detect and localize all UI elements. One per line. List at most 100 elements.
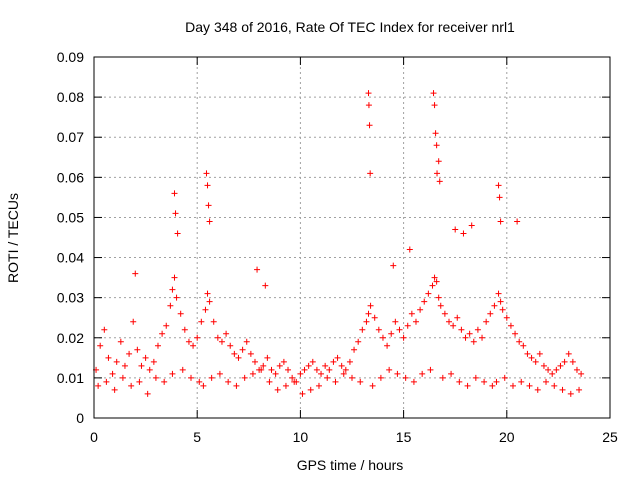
data-point — [432, 130, 439, 137]
data-point — [421, 298, 428, 305]
data-point — [367, 302, 374, 309]
data-point — [357, 378, 364, 385]
data-point — [499, 306, 506, 313]
data-point — [365, 90, 372, 97]
data-point — [377, 374, 384, 381]
x-axis-label: GPS time / hours — [297, 457, 404, 473]
data-point — [161, 378, 168, 385]
data-point — [446, 318, 453, 325]
data-point — [433, 278, 440, 285]
data-point — [355, 338, 362, 345]
data-point — [282, 382, 289, 389]
data-point — [429, 282, 436, 289]
data-point — [528, 354, 535, 361]
data-point — [97, 342, 104, 349]
data-point — [95, 382, 102, 389]
data-point — [553, 366, 560, 373]
data-point — [479, 334, 486, 341]
data-point — [402, 374, 409, 381]
data-point — [307, 386, 314, 393]
x-tick-label: 15 — [396, 429, 412, 445]
data-point — [249, 370, 256, 377]
data-point — [167, 302, 174, 309]
data-point — [181, 326, 188, 333]
data-point — [464, 382, 471, 389]
data-point — [196, 378, 203, 385]
data-point — [367, 170, 374, 177]
y-tick-label: 0.06 — [57, 169, 84, 185]
data-point — [203, 170, 210, 177]
data-point — [365, 102, 372, 109]
data-point — [235, 354, 242, 361]
data-point — [346, 358, 353, 365]
data-point — [433, 142, 440, 149]
data-point — [208, 374, 215, 381]
data-point — [206, 298, 213, 305]
data-point — [390, 262, 397, 269]
data-point — [126, 350, 133, 357]
data-point — [204, 290, 211, 297]
data-point — [171, 274, 178, 281]
data-point — [430, 90, 437, 97]
data-point — [144, 390, 151, 397]
data-point — [369, 382, 376, 389]
data-point — [117, 338, 124, 345]
data-point — [483, 318, 490, 325]
y-tick-label: 0.09 — [57, 49, 84, 65]
data-point — [491, 302, 498, 309]
data-point — [474, 326, 481, 333]
data-point — [543, 378, 550, 385]
y-tick-label: 0.07 — [57, 129, 84, 145]
data-point — [185, 338, 192, 345]
data-point — [254, 266, 261, 273]
data-point — [470, 338, 477, 345]
data-point — [326, 366, 333, 373]
data-point — [536, 350, 543, 357]
data-point — [379, 334, 386, 341]
data-point — [171, 190, 178, 197]
data-point — [534, 386, 541, 393]
data-point — [410, 378, 417, 385]
data-point — [450, 322, 457, 329]
y-tick-label: 0.01 — [57, 370, 84, 386]
data-point — [439, 374, 446, 381]
data-point — [472, 374, 479, 381]
data-point — [233, 382, 240, 389]
data-point — [427, 366, 434, 373]
data-point — [330, 358, 337, 365]
y-tick-label: 0.08 — [57, 89, 84, 105]
data-point — [366, 122, 373, 129]
data-point — [223, 330, 230, 337]
data-point — [436, 178, 443, 185]
data-point — [169, 286, 176, 293]
data-point — [218, 338, 225, 345]
data-point — [549, 370, 556, 377]
data-point — [487, 310, 494, 317]
data-point — [227, 342, 234, 349]
data-point — [128, 382, 135, 389]
data-point — [462, 334, 469, 341]
data-point — [101, 326, 108, 333]
data-point — [291, 378, 298, 385]
data-point — [334, 354, 341, 361]
data-point — [338, 362, 345, 369]
data-point — [576, 386, 583, 393]
data-point — [172, 210, 179, 217]
plot-frame — [93, 56, 611, 419]
data-point — [507, 322, 514, 329]
data-point — [251, 358, 258, 365]
data-point — [177, 310, 184, 317]
data-point — [526, 382, 533, 389]
data-point — [365, 310, 372, 317]
data-point — [441, 310, 448, 317]
data-point — [514, 218, 521, 225]
data-point — [268, 366, 275, 373]
data-point — [313, 366, 320, 373]
data-point — [179, 366, 186, 373]
data-point — [481, 378, 488, 385]
data-point — [349, 374, 355, 381]
data-point — [431, 274, 438, 281]
data-point — [132, 270, 139, 277]
data-point — [174, 230, 181, 237]
data-point — [545, 366, 552, 373]
